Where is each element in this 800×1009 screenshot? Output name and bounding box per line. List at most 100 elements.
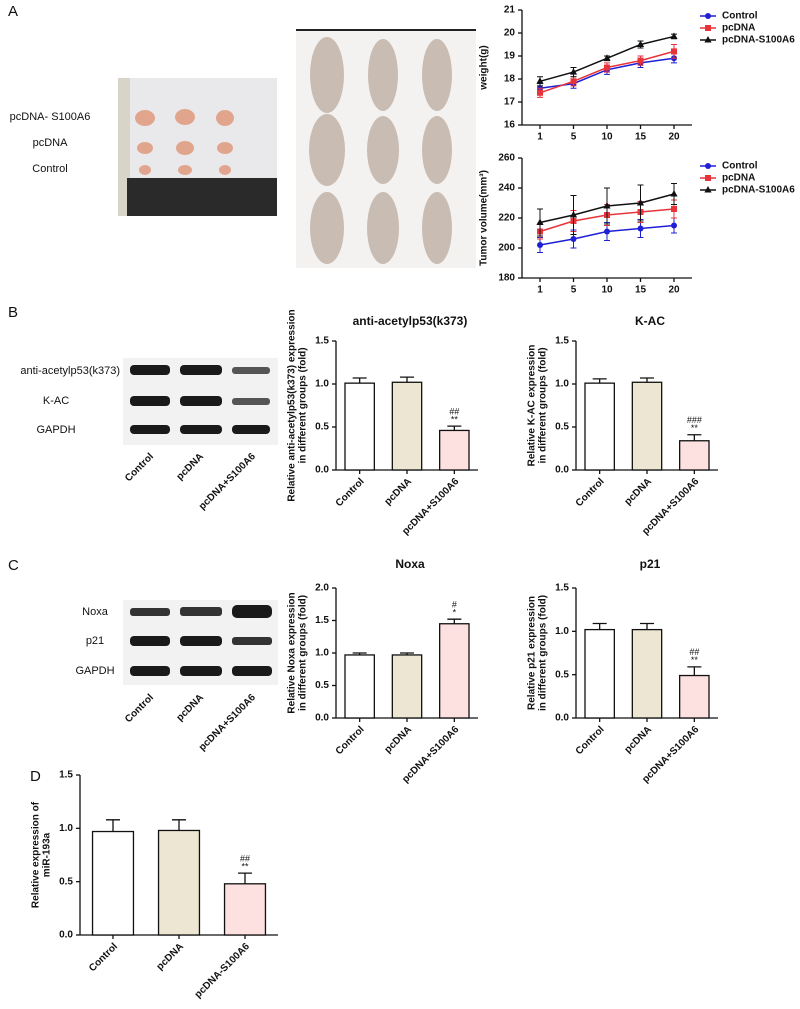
panel-letter: C	[8, 557, 19, 574]
x-tick-label: Control	[334, 476, 367, 509]
blot-row-label: anti-acetylp53(k373)	[20, 365, 120, 377]
point	[636, 40, 645, 47]
y-tick-label: 1.5	[315, 336, 329, 347]
panel-letter: B	[8, 304, 18, 321]
error-bar	[352, 377, 367, 384]
y-axis-label: in different groups (fold)	[538, 347, 549, 463]
legend-label: pcDNA-S100A6	[722, 185, 795, 196]
y-tick-label: 180	[498, 273, 515, 284]
x-tick-label: pcDNA	[383, 476, 414, 507]
point	[570, 236, 577, 242]
x-tick-label: Control	[334, 724, 367, 757]
y-tick-label: 0.5	[59, 876, 73, 887]
legend-label: pcDNA	[722, 23, 755, 34]
x-tick-label: pcDNA-S100A6	[193, 941, 253, 1001]
bar	[344, 382, 375, 471]
y-axis-label: Relative expression of	[31, 801, 42, 908]
error-bar	[640, 377, 654, 383]
y-tick-label: 260	[498, 153, 515, 164]
blot-lane-label: pcDNA	[175, 451, 206, 482]
x-tick-label: 10	[601, 285, 613, 296]
error-bar	[106, 819, 120, 832]
error-bar	[640, 622, 654, 630]
panel-letter: A	[8, 3, 18, 20]
y-tick-label: 2.0	[315, 583, 329, 594]
point	[537, 242, 543, 248]
point	[670, 32, 678, 39]
y-tick-label: 17	[504, 97, 516, 108]
point	[637, 57, 644, 64]
x-tick-label: 20	[668, 132, 680, 143]
x-tick-label: pcDNA	[623, 724, 654, 755]
blot-row-label: K-AC	[43, 395, 69, 407]
y-tick-label: 1.5	[315, 615, 329, 626]
blot-row-label: Noxa	[82, 606, 109, 618]
y-axis-label: Relative K-AC expression	[527, 345, 538, 467]
point	[604, 228, 610, 235]
point	[637, 225, 644, 232]
blot-row-label: p21	[86, 635, 104, 647]
mice-photo	[296, 29, 476, 268]
error-bar	[400, 376, 414, 383]
y-tick-label: 0.5	[555, 422, 569, 433]
error-bar	[687, 666, 702, 676]
y-tick-label: 16	[504, 120, 516, 131]
y-axis-label: in different groups (fold)	[538, 595, 549, 711]
point	[671, 206, 677, 212]
y-tick-label: 0.5	[315, 422, 329, 433]
y-tick-label: 1.0	[315, 379, 329, 390]
x-tick-label: 1	[537, 132, 543, 143]
legend-marker	[704, 36, 712, 43]
chart-title: K-AC	[635, 314, 665, 328]
significance: **	[241, 862, 249, 872]
error-bar	[592, 378, 607, 384]
x-tick-label: pcDNA	[155, 941, 186, 972]
legend-label: Control	[722, 11, 758, 22]
chart-title: Noxa	[395, 557, 425, 571]
x-tick-label: pcDNA	[383, 724, 414, 755]
x-tick-label: 10	[601, 132, 613, 143]
western-blot	[123, 358, 278, 685]
y-tick-label: 1.5	[555, 336, 569, 347]
blot-row-label: GAPDH	[75, 665, 114, 677]
point	[569, 211, 578, 218]
y-tick-label: 1.0	[555, 626, 569, 637]
error-bar	[592, 622, 607, 630]
legend-label: pcDNA	[722, 173, 755, 184]
y-tick-label: 240	[498, 183, 515, 194]
x-tick-label: 15	[635, 132, 647, 143]
bar	[391, 654, 423, 719]
y-tick-label: 0.5	[555, 669, 569, 680]
bar	[584, 628, 615, 719]
blot-lane-label: Control	[123, 692, 156, 725]
x-tick-label: 20	[668, 285, 680, 296]
photo-label: pcDNA	[33, 137, 69, 149]
x-tick-label: Control	[574, 476, 607, 509]
y-axis-label: Relative Noxa expression	[287, 592, 298, 713]
point	[603, 202, 611, 209]
point	[604, 64, 610, 71]
legend-marker	[705, 175, 711, 181]
legend-marker	[705, 25, 711, 31]
blot-lane-label: Control	[123, 451, 156, 484]
photo-label: Control	[32, 163, 67, 175]
y-axis-label: in different groups (fold)	[298, 347, 309, 463]
bar	[391, 381, 423, 471]
chart-title: anti-acetylp53(k373)	[353, 314, 468, 328]
significance: **	[691, 423, 699, 433]
error-bar	[172, 819, 186, 831]
y-tick-label: 20	[504, 28, 516, 39]
legend-marker	[705, 13, 711, 19]
point	[603, 54, 611, 61]
y-tick-label: 0.0	[555, 465, 569, 476]
bar	[631, 381, 663, 471]
significance: ##	[240, 854, 250, 864]
blot-lane-label: pcDNA+S100A6	[197, 692, 258, 753]
y-axis-label: weight(g)	[479, 45, 490, 90]
photo-label: pcDNA- S100A6	[10, 111, 91, 123]
x-tick-label: 5	[571, 132, 577, 143]
blot-lane-label: pcDNA	[175, 692, 206, 723]
bar	[157, 829, 201, 936]
y-tick-label: 0.0	[555, 713, 569, 724]
